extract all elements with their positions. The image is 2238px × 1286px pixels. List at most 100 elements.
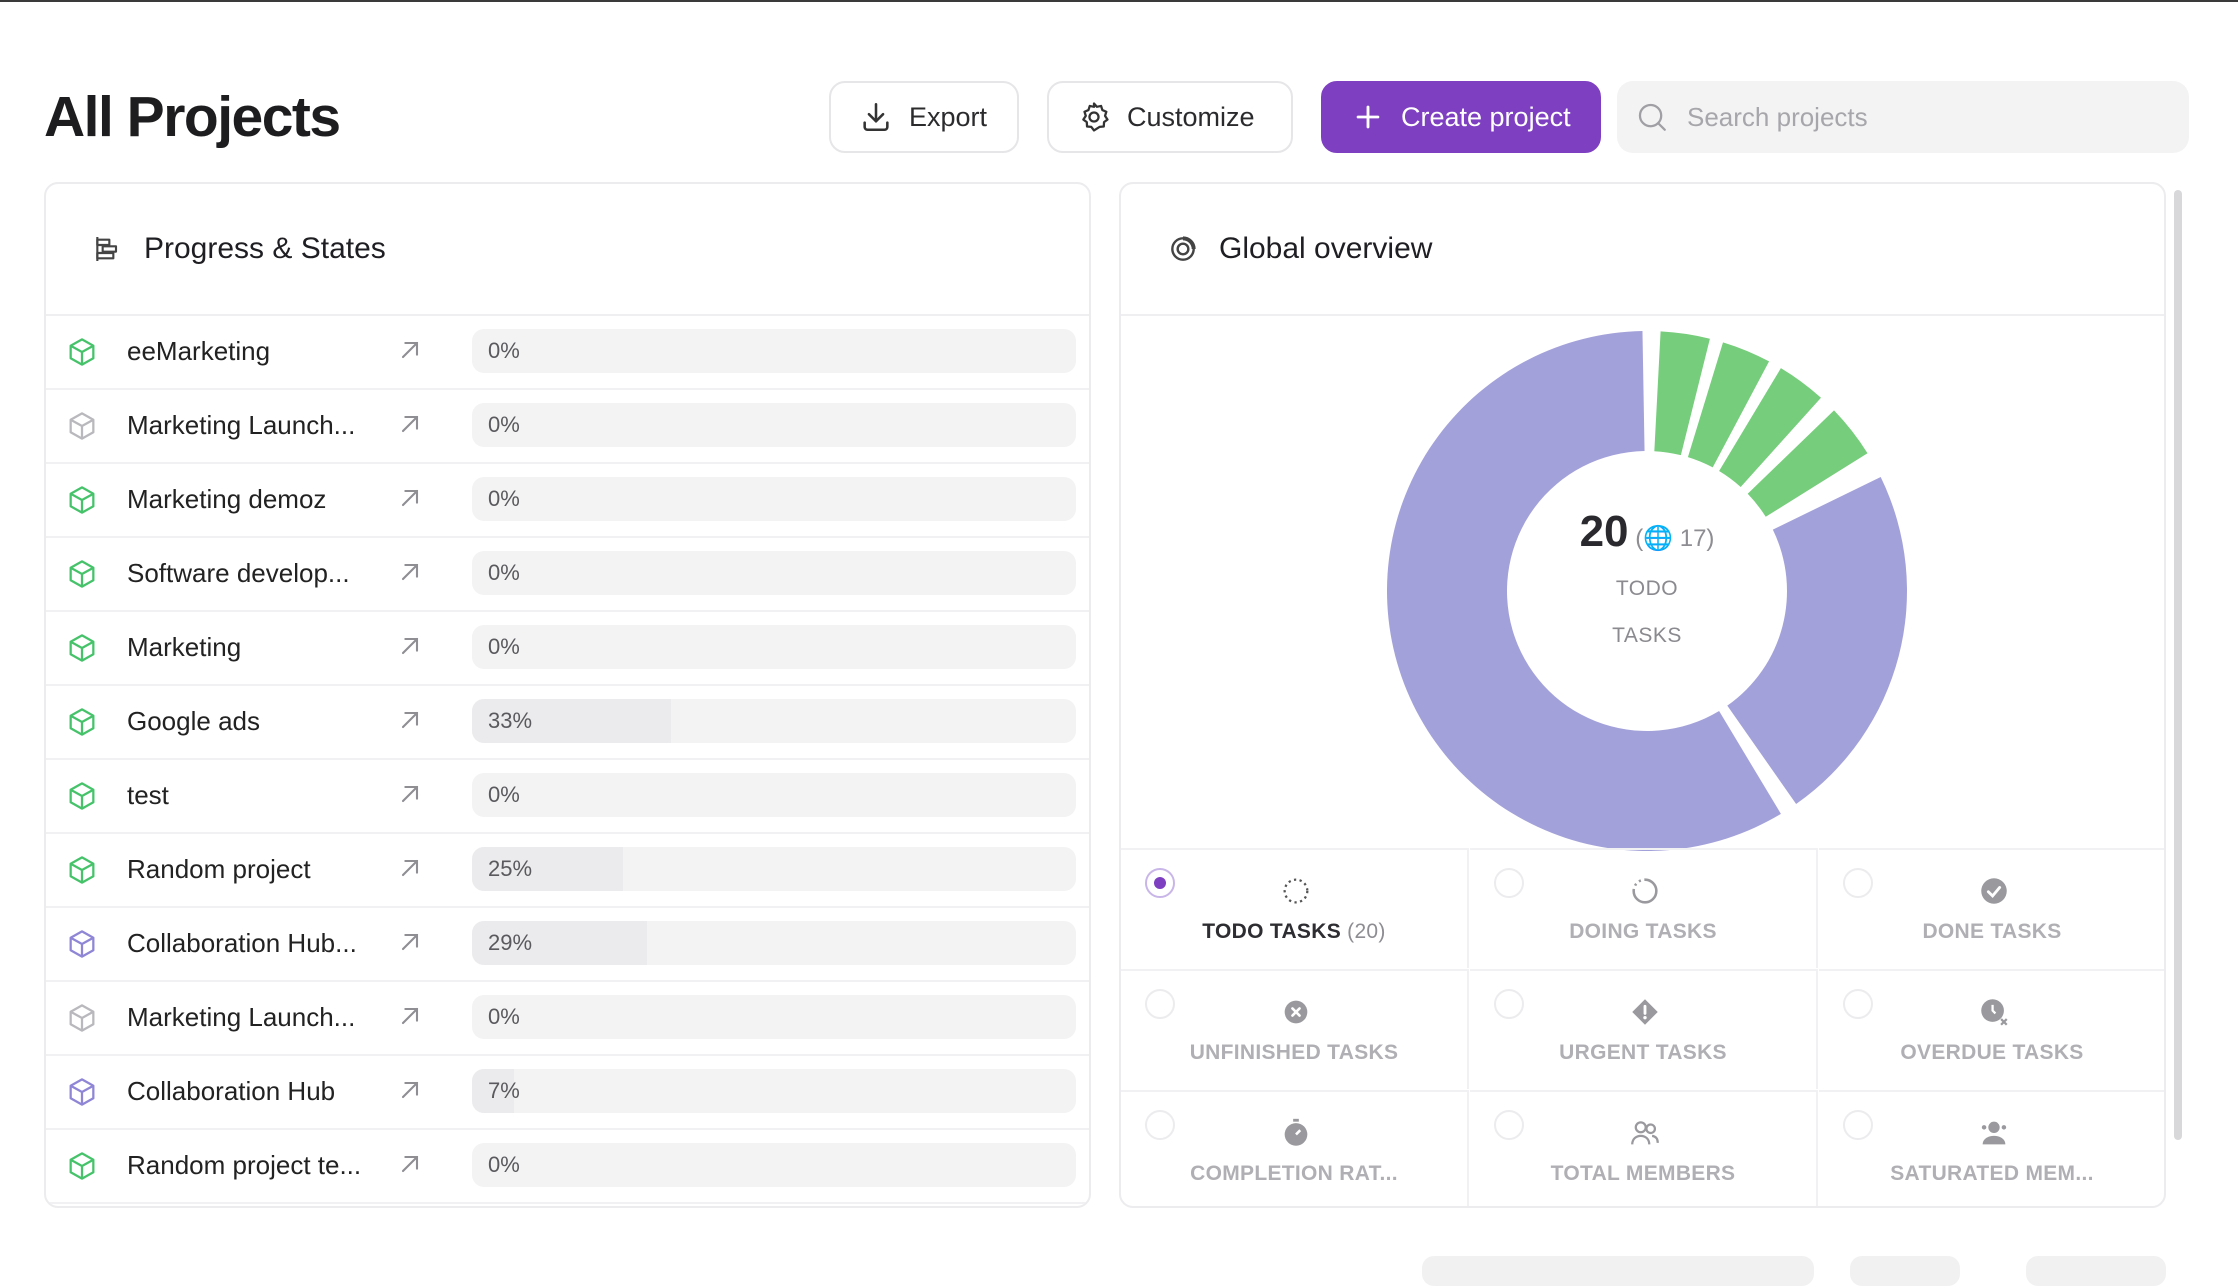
progress-percent: 0% (488, 634, 520, 659)
metric-label-wrap: TODO TASKS (20) (1121, 920, 1467, 944)
metric-radio[interactable] (1494, 989, 1524, 1019)
cube-icon (69, 560, 95, 588)
project-name[interactable]: Marketing Launch... (127, 1002, 356, 1032)
open-arrow-icon[interactable] (396, 484, 424, 512)
metric-option[interactable]: COMPLETION RAT... (1121, 1090, 1469, 1206)
project-row[interactable]: Google ads 33% (46, 686, 1089, 760)
metric-option[interactable]: URGENT TASKS (1470, 969, 1818, 1089)
donut-todo-slice (1727, 477, 1907, 804)
search-box[interactable] (1617, 81, 2189, 153)
project-name[interactable]: Random project te... (127, 1150, 362, 1180)
open-arrow-icon[interactable] (396, 410, 424, 438)
metric-option[interactable]: OVERDUE TASKS (1819, 969, 2164, 1089)
scrollbar[interactable] (2174, 190, 2182, 1140)
metric-radio[interactable] (1843, 1110, 1873, 1140)
open-arrow-icon[interactable] (396, 928, 424, 956)
progress-percent: 25% (488, 856, 533, 881)
project-row[interactable]: Marketing demoz 0% (46, 464, 1089, 538)
donut-chart: 20 (🌐 17) TODO TASKS (1387, 331, 1907, 852)
metric-option[interactable]: UNFINISHED TASKS (1121, 969, 1469, 1089)
metric-option[interactable]: TODO TASKS (20) (1121, 848, 1469, 968)
project-name[interactable]: Marketing (127, 632, 242, 662)
metric-option[interactable]: DONE TASKS (1819, 848, 2164, 968)
customize-label: Customize (1127, 101, 1255, 132)
project-name[interactable]: Marketing demoz (127, 484, 327, 514)
open-arrow-icon[interactable] (396, 1076, 424, 1104)
open-arrow-icon[interactable] (396, 854, 424, 882)
project-name[interactable]: eeMarketing (127, 336, 271, 366)
metric-option[interactable]: SATURATED MEM... (1819, 1090, 2164, 1206)
project-row[interactable]: Random project te... 0% (46, 1130, 1089, 1204)
open-arrow-icon[interactable] (396, 1002, 424, 1030)
project-row[interactable]: Software develop... 0% (46, 538, 1089, 612)
create-project-label: Create project (1401, 101, 1571, 132)
dotted-circle-icon (1283, 878, 1309, 904)
metric-radio[interactable] (1843, 868, 1873, 898)
metric-radio[interactable] (1494, 1110, 1524, 1140)
metric-label-wrap: DONE TASKS (1819, 920, 2164, 944)
metric-option[interactable]: DOING TASKS (1470, 848, 1818, 968)
metric-label: DONE TASKS (1922, 920, 2062, 943)
progress-bar: 0% (472, 403, 1076, 447)
search-input[interactable] (1685, 100, 2149, 134)
page-title: All Projects (44, 85, 341, 149)
project-row[interactable]: eeMarketing 0% (46, 316, 1089, 390)
metric-label: TODO TASKS (1202, 920, 1342, 943)
gantt-icon (96, 237, 118, 261)
open-arrow-icon[interactable] (396, 558, 424, 586)
cube-icon (69, 486, 95, 514)
stopwatch-icon (1284, 1118, 1308, 1146)
progress-bar: 0% (472, 551, 1076, 595)
open-arrow-icon[interactable] (396, 632, 424, 660)
progress-panel-header: Progress & States (46, 184, 1089, 316)
export-button[interactable]: Export (829, 81, 1019, 153)
donut-done-slice (1747, 410, 1868, 517)
export-label: Export (909, 101, 988, 132)
metric-radio[interactable] (1494, 868, 1524, 898)
users-icon (1631, 1121, 1659, 1145)
open-arrow-icon[interactable] (396, 780, 424, 808)
project-row[interactable]: Collaboration Hub 7% (46, 1056, 1089, 1130)
project-name[interactable]: Marketing Launch... (127, 410, 356, 440)
metric-radio[interactable] (1145, 868, 1175, 898)
open-arrow-icon[interactable] (396, 1150, 424, 1178)
progress-bar: 7% (472, 1069, 1076, 1113)
download-icon (863, 102, 889, 132)
progress-bar: 33% (472, 699, 1076, 743)
project-row[interactable]: test 0% (46, 760, 1089, 834)
progress-percent: 0% (488, 782, 520, 807)
check-circle-icon (1981, 878, 2007, 904)
project-row[interactable]: Collaboration Hub... 29% (46, 908, 1089, 982)
project-row[interactable]: Random project 25% (46, 834, 1089, 908)
metric-option[interactable]: TOTAL MEMBERS (1470, 1090, 1818, 1206)
customize-button[interactable]: Customize (1047, 81, 1293, 153)
open-arrow-icon[interactable] (396, 336, 424, 364)
metric-label: SATURATED MEM... (1890, 1162, 2094, 1185)
project-name[interactable]: Software develop... (127, 558, 350, 588)
metric-count: (20) (1347, 920, 1386, 943)
project-row[interactable]: Marketing Launch... 0% (46, 390, 1089, 464)
project-row[interactable]: Marketing Launch... 0% (46, 982, 1089, 1056)
open-arrow-icon[interactable] (396, 706, 424, 734)
project-name[interactable]: Random project (127, 854, 311, 884)
window-top-border (0, 0, 2238, 2)
metric-radio[interactable] (1843, 989, 1873, 1019)
project-row[interactable]: Marketing 0% (46, 612, 1089, 686)
progress-percent: 0% (488, 486, 520, 511)
project-name[interactable]: Collaboration Hub... (127, 928, 357, 958)
create-project-button[interactable]: Create project (1321, 81, 1601, 153)
project-name[interactable]: Google ads (127, 706, 260, 736)
search-icon (1638, 103, 1666, 131)
progress-bar: 0% (472, 477, 1076, 521)
x-circle-icon (1284, 1000, 1308, 1024)
progress-percent: 0% (488, 412, 520, 437)
progress-fill (472, 699, 672, 743)
progress-fill (472, 1069, 515, 1113)
metric-radio[interactable] (1145, 1110, 1175, 1140)
overview-panel-title: Global overview (1219, 232, 1433, 265)
donut-todo-slice (1387, 331, 1781, 852)
metric-radio[interactable] (1145, 989, 1175, 1019)
project-name[interactable]: test (127, 780, 169, 810)
half-circle-icon (1632, 878, 1658, 904)
project-name[interactable]: Collaboration Hub (127, 1076, 336, 1106)
